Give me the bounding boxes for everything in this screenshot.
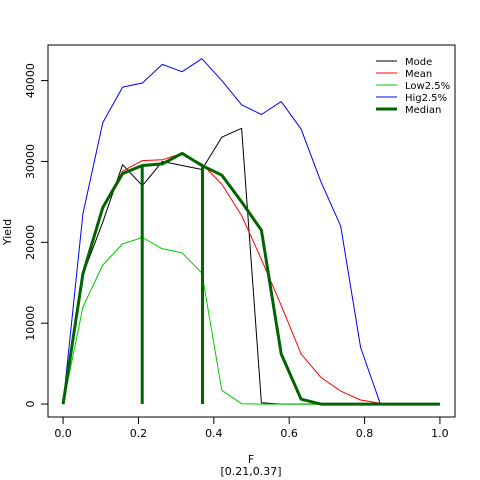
- x-tick-label: 1.0: [431, 427, 449, 440]
- series-line-mode: [62, 127, 440, 405]
- y-tick-label: 10000: [24, 306, 37, 341]
- y-tick-label: 30000: [24, 144, 37, 179]
- y-tick-label: 0: [24, 401, 37, 408]
- legend-label: Mode: [405, 57, 432, 68]
- x-axis-label: F: [248, 453, 254, 466]
- x-tick-label: 0.2: [130, 427, 148, 440]
- y-tick-label: 40000: [24, 63, 37, 98]
- legend-label: Mean: [405, 69, 432, 80]
- y-axis: 0 10000 20000 30000 40000: [24, 63, 49, 408]
- x-tick-label: 0.6: [280, 427, 298, 440]
- x-axis: 0.0 0.2 0.4 0.6 0.8 1.0: [54, 416, 449, 440]
- x-tick-label: 0.0: [54, 427, 72, 440]
- legend-label: Low2.5%: [405, 81, 450, 92]
- legend-label: Median: [405, 105, 441, 116]
- series-layer: [61, 58, 440, 406]
- plot-frame: [47, 44, 456, 418]
- y-axis-label: Yield: [1, 219, 14, 246]
- x-axis-sublabel: [0.21,0.37]: [220, 465, 281, 478]
- x-tick-label: 0.8: [356, 427, 374, 440]
- vline-layer: [140, 165, 205, 405]
- legend-label: Hig2.5%: [405, 93, 447, 104]
- series-line-median: [61, 151, 440, 406]
- series-line-mean: [62, 152, 440, 405]
- x-tick-label: 0.4: [205, 427, 223, 440]
- series-line-hig2-5: [62, 58, 440, 405]
- y-tick-label: 20000: [24, 225, 37, 260]
